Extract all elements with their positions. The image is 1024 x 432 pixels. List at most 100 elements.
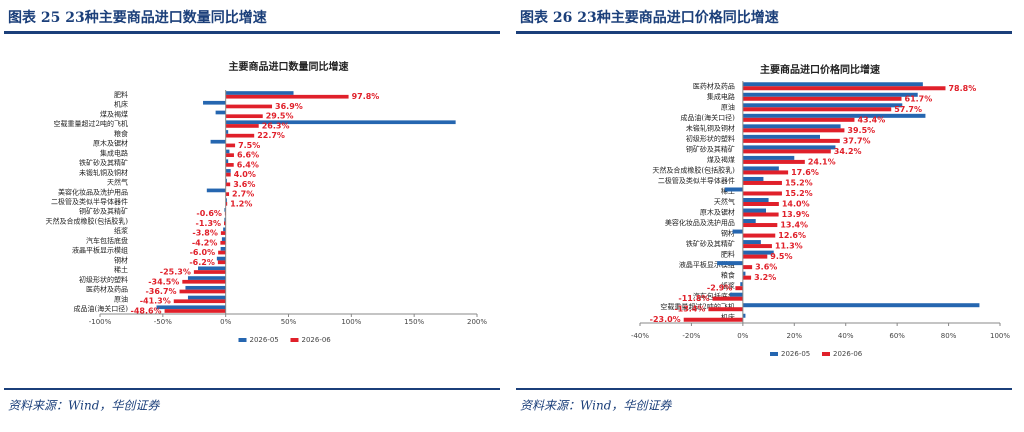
bar	[742, 170, 789, 175]
bar	[215, 110, 226, 115]
bar	[683, 317, 743, 322]
bar	[712, 296, 743, 301]
bar	[179, 289, 226, 294]
category-label: 钢材	[721, 229, 735, 238]
category-label: 天然及合成橡胶(包括胶乳)	[46, 216, 129, 225]
category-label: 煤及褐煤	[100, 109, 128, 118]
bar	[742, 155, 795, 160]
x-tick-label: 20%	[787, 332, 803, 340]
bar	[742, 103, 903, 108]
figure-caption: 图表 26 23种主要商品进口价格同比增速	[520, 9, 779, 26]
category-label: 成品油(海关口径)	[680, 113, 735, 122]
bar	[224, 208, 226, 212]
value-label: 9.5%	[770, 252, 792, 261]
bar	[742, 117, 855, 122]
value-label: -6.0%	[190, 248, 216, 257]
bar	[225, 94, 349, 99]
bar	[742, 134, 820, 139]
bar	[182, 279, 226, 284]
category-label: 集成电路	[100, 148, 128, 157]
x-tick-label: -20%	[682, 332, 700, 340]
value-label: -13.4%	[674, 305, 705, 314]
x-tick-label: 200%	[467, 318, 487, 326]
value-label: 37.7%	[843, 136, 871, 145]
bar	[742, 240, 761, 245]
bar	[225, 153, 234, 158]
bar	[742, 208, 766, 213]
chart-title: 主要商品进口数量同比增速	[229, 60, 349, 73]
category-label: 原木及锯材	[93, 139, 128, 148]
source-note: 资料来源：Wind，华创证券	[8, 399, 160, 413]
legend-label: 2026-05	[250, 336, 279, 344]
category-label: 原油	[721, 102, 735, 111]
value-label: -3.8%	[192, 229, 218, 238]
value-label: -11.8%	[678, 294, 709, 303]
value-label: 61.7%	[905, 94, 933, 103]
bar	[225, 172, 231, 177]
bar	[225, 91, 294, 95]
bar	[173, 299, 226, 304]
bar	[730, 292, 743, 297]
bar	[742, 107, 892, 112]
bar	[717, 261, 743, 266]
value-label: 97.8%	[352, 92, 380, 101]
category-label: 纸浆	[114, 226, 128, 235]
category-label: 未锻轧铜及铜材	[79, 168, 128, 177]
category-label: 肥料	[721, 250, 735, 259]
bar	[156, 305, 226, 310]
value-label: -6.2%	[189, 258, 215, 267]
bar	[742, 219, 756, 224]
bar	[220, 231, 226, 235]
bar	[203, 100, 226, 105]
value-label: -48.6%	[131, 306, 162, 315]
bar	[225, 192, 230, 196]
bar	[225, 114, 263, 119]
value-label: 34.2%	[834, 147, 862, 156]
x-tick-label: 0%	[220, 318, 231, 326]
bar	[225, 149, 230, 154]
bar	[735, 286, 743, 291]
bar	[742, 198, 769, 202]
figure-caption: 图表 25 23种主要商品进口数量同比增速	[8, 9, 267, 26]
value-label: 7.5%	[238, 141, 260, 150]
bar	[217, 260, 226, 265]
value-label: -25.3%	[160, 268, 191, 277]
category-label: 美容化妆品及洗护用品	[665, 218, 735, 227]
category-label: 粮食	[114, 129, 128, 138]
bar	[742, 233, 776, 238]
bar	[185, 285, 226, 290]
value-label: 36.9%	[275, 102, 303, 111]
value-label: 3.6%	[755, 263, 777, 272]
category-label: 天然及合成橡胶(包括胶乳)	[652, 165, 735, 174]
bar	[225, 104, 273, 109]
bar	[225, 198, 227, 202]
value-label: 11.3%	[775, 242, 803, 251]
bar	[225, 133, 255, 138]
value-label: -34.5%	[148, 277, 179, 286]
value-label: 13.4%	[780, 221, 808, 230]
x-tick-label: 40%	[838, 332, 854, 340]
bar	[218, 250, 226, 255]
bar	[221, 237, 226, 241]
bar	[742, 96, 902, 101]
x-tick-label: -100%	[89, 318, 112, 326]
legend-swatch	[238, 338, 247, 342]
x-tick-label: 150%	[404, 318, 424, 326]
bar	[742, 86, 946, 91]
bar	[742, 92, 918, 97]
bar	[187, 276, 226, 280]
category-label: 粮食	[721, 271, 735, 280]
category-label: 铁矿砂及其精矿	[79, 158, 128, 167]
value-label: -23.0%	[650, 315, 681, 324]
value-label: -4.2%	[192, 238, 218, 247]
value-label: 3.6%	[233, 180, 255, 189]
x-tick-label: 100%	[341, 318, 361, 326]
bar	[223, 227, 226, 232]
bar	[742, 138, 840, 143]
category-label: 初级形状的塑料	[686, 134, 735, 143]
legend-label: 2026-06	[833, 350, 863, 358]
value-label: -2.9%	[707, 284, 733, 293]
category-label: 钢材	[114, 255, 128, 264]
bar	[225, 124, 259, 128]
